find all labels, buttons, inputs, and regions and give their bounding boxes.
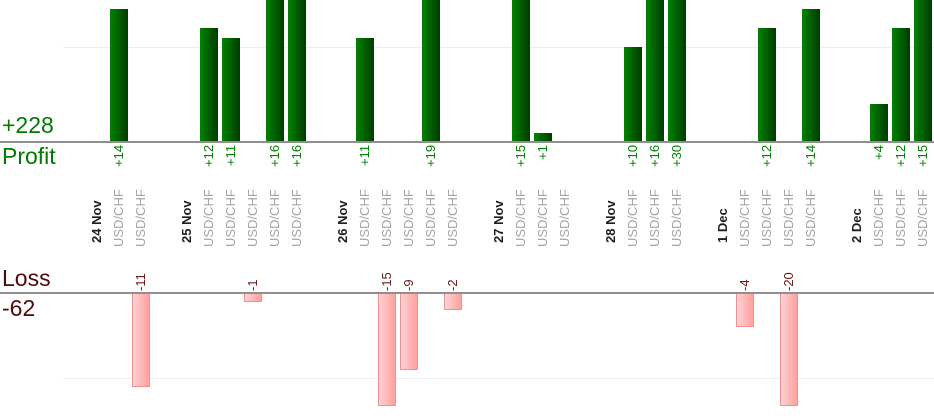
profit-value-label: +19 <box>423 145 438 168</box>
loss-value-label: -9 <box>401 279 416 291</box>
loss-value-label: -2 <box>445 279 460 291</box>
profit-value-label: +14 <box>111 145 126 168</box>
loss-bar <box>780 293 798 406</box>
instrument-label: USD/CHF <box>133 189 148 247</box>
profit-bar <box>288 0 306 142</box>
profit-value-label: +14 <box>803 145 818 168</box>
loss-value-label: -15 <box>379 272 394 291</box>
date-label: 24 Nov <box>89 200 104 243</box>
profit-section-label: Profit <box>2 143 56 169</box>
loss-bar <box>244 293 262 302</box>
profit-value-label: +4 <box>871 145 886 160</box>
profit-value-label: +15 <box>513 145 528 168</box>
profit-bar <box>512 0 530 142</box>
profit-bar <box>914 0 932 142</box>
date-label: 25 Nov <box>179 200 194 243</box>
profit-axis-line <box>0 141 934 143</box>
profit-bar <box>222 38 240 142</box>
instrument-label: USD/CHF <box>445 189 460 247</box>
profit-bar <box>534 133 552 142</box>
profit-value-label: +15 <box>915 145 930 168</box>
profit-value-label: +10 <box>625 145 640 168</box>
loss-value-label: -11 <box>133 273 148 291</box>
instrument-label: USD/CHF <box>557 189 572 247</box>
profit-total: +228 <box>2 112 54 138</box>
profit-bar <box>892 28 910 142</box>
profit-value-label: +30 <box>669 145 684 168</box>
loss-bar <box>400 293 418 370</box>
loss-value-label: -4 <box>737 279 752 291</box>
loss-section-label: Loss <box>2 265 51 291</box>
profit-gridline <box>63 47 934 48</box>
profit-bar <box>200 28 218 142</box>
profit-value-label: +1 <box>535 145 550 160</box>
profit-value-label: +12 <box>759 145 774 168</box>
profit-value-label: +16 <box>289 145 304 168</box>
instrument-label: USD/CHF <box>379 189 394 247</box>
profit-bar <box>870 104 888 142</box>
loss-bar <box>378 293 396 406</box>
loss-axis-line <box>0 292 934 294</box>
loss-bar <box>736 293 754 327</box>
profit-bar <box>668 0 686 142</box>
profit-value-label: +12 <box>201 145 216 168</box>
instrument-label: USD/CHF <box>245 189 260 247</box>
instrument-label: USD/CHF <box>781 189 796 247</box>
profit-bar <box>266 0 284 142</box>
profit-bar <box>758 28 776 142</box>
profit-value-label: +16 <box>267 145 282 168</box>
date-label: 27 Nov <box>491 200 506 243</box>
profit-bar <box>802 9 820 142</box>
date-label: 26 Nov <box>335 200 350 243</box>
loss-gridline <box>63 378 934 379</box>
date-label: 28 Nov <box>603 200 618 243</box>
instrument-label: USD/CHF <box>737 189 752 247</box>
loss-bar <box>132 293 150 387</box>
profit-bar <box>646 0 664 142</box>
date-label: 1 Dec <box>715 208 730 243</box>
loss-bar <box>444 293 462 310</box>
profit-value-label: +11 <box>357 145 372 167</box>
date-label: 2 Dec <box>849 208 864 243</box>
profit-value-label: +16 <box>647 145 662 168</box>
loss-value-label: -20 <box>781 272 796 291</box>
profit-bar <box>422 0 440 142</box>
profit-bar <box>624 47 642 142</box>
loss-total: -62 <box>2 295 36 321</box>
profit-value-label: +12 <box>893 145 908 168</box>
loss-value-label: -1 <box>245 279 260 291</box>
profit-value-label: +11 <box>223 145 238 167</box>
profit-bar <box>110 9 128 142</box>
instrument-label: USD/CHF <box>401 189 416 247</box>
profit-bar <box>356 38 374 142</box>
